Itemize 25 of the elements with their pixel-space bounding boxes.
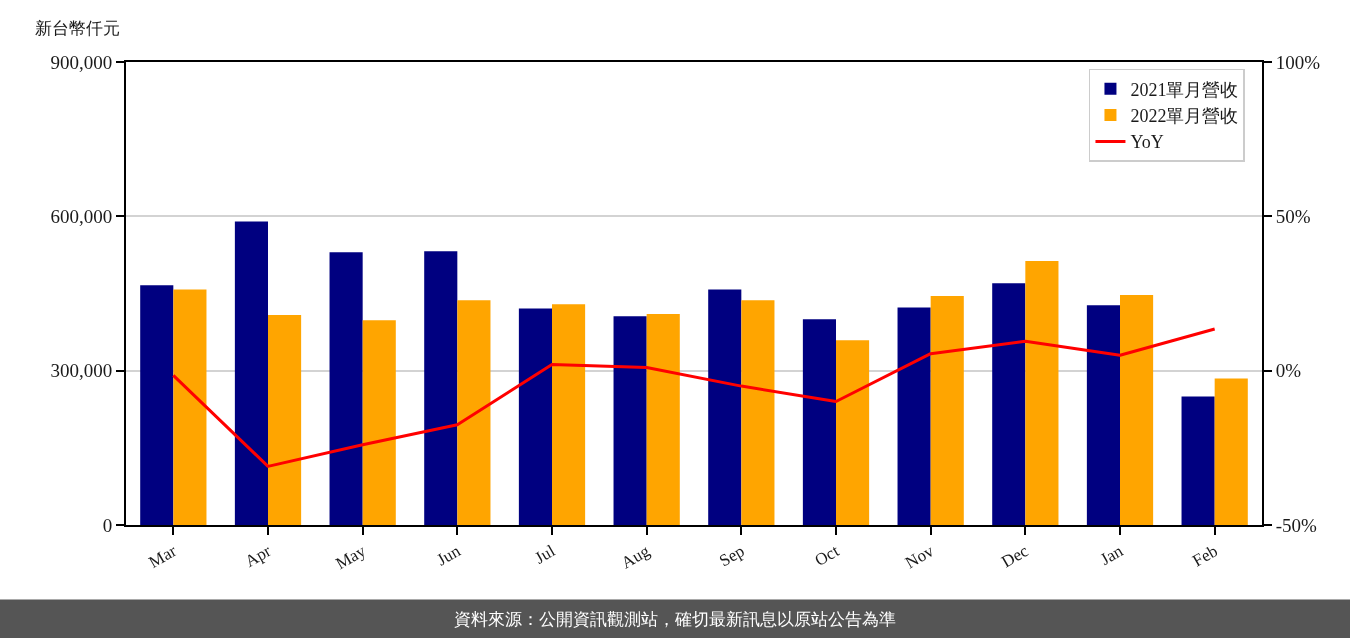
x-tick-label: Mar (145, 541, 180, 572)
y2-tick-label: -50% (1275, 514, 1318, 536)
y2-tick-label: 0% (1275, 360, 1302, 382)
y-tick-label: 0 (102, 514, 113, 536)
y2-tick-label: 100% (1275, 51, 1321, 73)
y-tick-label: 600,000 (50, 205, 113, 227)
x-tick-label: May (332, 541, 370, 574)
source-note: 資料來源：公開資訊觀測站，確切最新訊息以原站公告為準 (454, 609, 896, 629)
x-tick-label: Nov (902, 541, 938, 573)
x-tick-label: Aug (618, 541, 654, 573)
legend-label: 2021單月營收 (1130, 79, 1239, 100)
legend-label: YoY (1130, 132, 1164, 153)
x-tick-label: Jan (1097, 541, 1127, 570)
y-tick-label: 900,000 (50, 51, 113, 73)
x-tick-label: Oct (811, 541, 843, 570)
x-tick-label: Apr (241, 541, 275, 571)
x-tick-label: Dec (998, 541, 1032, 572)
x-tick-label: Jun (433, 541, 464, 570)
y-tick-label: 300,000 (50, 360, 113, 382)
legend-label: 2022單月營收 (1130, 106, 1239, 127)
x-tick-label: Jul (531, 541, 559, 568)
y-axis-title: 新台幣仟元 (35, 19, 120, 38)
x-tick-label: Feb (1189, 541, 1221, 571)
y2-tick-label: 50% (1275, 205, 1311, 227)
x-tick-label: Sep (716, 541, 748, 571)
